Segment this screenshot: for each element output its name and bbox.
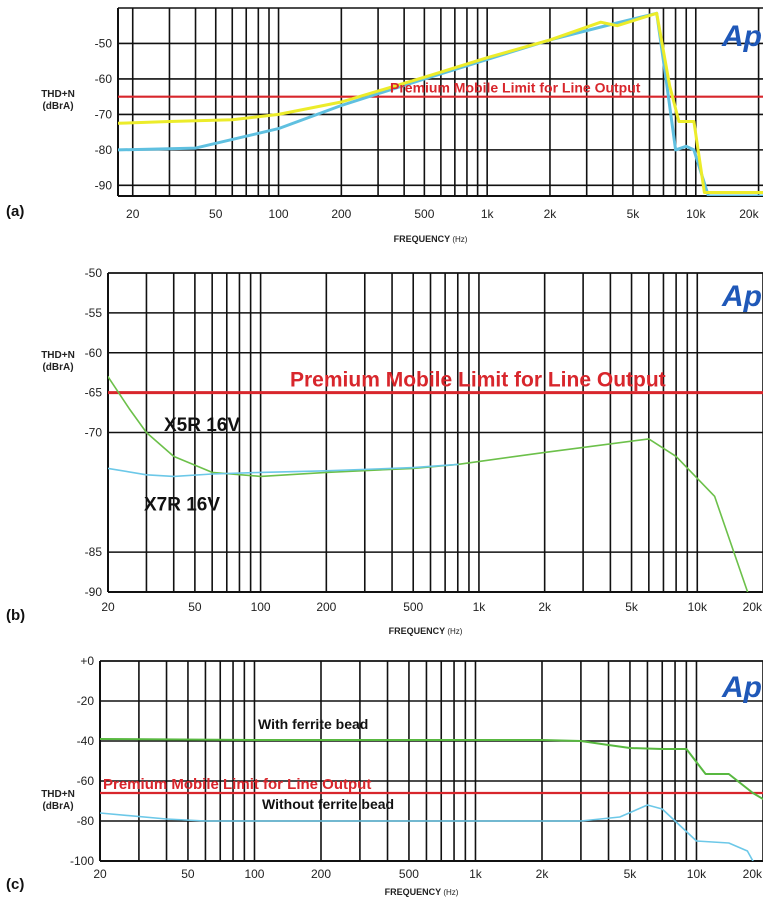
limit-label: Premium Mobile Limit for Line Output [290,369,666,392]
x-tick-label: 200 [316,600,336,614]
y-axis-title: THD+N [41,89,75,100]
x-tick-label: 200 [331,207,351,221]
ap-logo: Ap [721,280,762,313]
x-axis-title: FREQUENCY (Hz) [389,626,463,636]
ap-logo: Ap [721,20,762,53]
limit-label: Premium Mobile Limit for Line Output [390,80,641,96]
y-tick-label: -100 [70,854,94,868]
y-tick-label: -60 [85,346,103,360]
x-tick-label: 5k [625,600,639,614]
y-tick-label: -90 [95,178,113,192]
chart-panel-a: -50 -60 -70 -80 -90 20 50 100 200 500 1k 2k 5k 10k 20k… [6,7,763,244]
annotation-label: Without ferrite bead [262,796,394,812]
series-line-1 [100,738,763,800]
y-tick-label: -20 [77,694,95,708]
series-group [118,11,763,196]
ap-logo: Ap [721,671,762,704]
y-tick-label: -80 [95,143,113,157]
x-tick-label: 20k [739,207,759,221]
x-tick-label: 100 [269,207,289,221]
y-tick-label: -65 [85,386,103,400]
x-tick-label: 500 [403,600,423,614]
x-tick-label: 50 [181,867,195,881]
y-tick-label: -50 [95,36,113,50]
series-line-2 [118,11,763,194]
y-axis-unit: (dBrA) [42,801,73,812]
x-tick-label: 10k [686,207,706,221]
series-group [108,375,749,592]
y-tick-label: -40 [77,734,95,748]
x-axis-title-main: FREQUENCY [394,234,451,244]
x-tick-label: 10k [687,867,707,881]
y-tick-label: -70 [85,426,103,440]
x-axis-title-unit: (Hz) [445,627,463,636]
x-tick-label: 100 [251,600,271,614]
x-axis-title-main: FREQUENCY [389,626,446,636]
x-tick-label: 20k [743,867,763,881]
x-tick-label: 500 [414,207,434,221]
x-tick-label: 2k [536,867,550,881]
series-line-2 [108,463,459,478]
x-tick-label: 1k [481,207,495,221]
x-tick-label: 1k [469,867,483,881]
y-tick-label: -85 [85,545,103,559]
x-tick-label: 10k [688,600,708,614]
series-group [100,738,763,861]
y-tick-label: -50 [85,266,103,280]
x-tick-label: 5k [624,867,638,881]
y-tick-label: -80 [77,814,95,828]
annotation-label: With ferrite bead [258,716,368,732]
x-tick-label: 50 [209,207,223,221]
x-tick-label: 1k [473,600,487,614]
x-tick-label: 2k [538,600,552,614]
y-tick-label: +0 [80,654,94,668]
y-axis-title: THD+N [41,789,75,800]
annotation-label: X7R 16V [144,495,220,516]
x-tick-label: 100 [244,867,264,881]
x-tick-label: 20 [93,867,107,881]
y-axis-title: THD+N [41,350,75,361]
x-tick-label: 20 [126,207,140,221]
x-tick-label: 200 [311,867,331,881]
annotation-label: X5R 16V [164,415,240,436]
x-tick-label: 5k [627,207,641,221]
grid [118,8,763,196]
y-tick-label: -60 [95,72,113,86]
x-tick-label: 2k [544,207,558,221]
panel-label: (a) [6,203,24,220]
panel-label: (b) [6,607,25,624]
limit-label: Premium Mobile Limit for Line Output [103,776,371,793]
x-axis-title-unit: (Hz) [450,235,468,244]
x-axis-title: FREQUENCY (Hz) [394,234,468,244]
x-axis-title: FREQUENCY (Hz) [385,887,459,897]
y-tick-label: -60 [77,774,95,788]
x-tick-label: 50 [188,600,202,614]
series-line-2 [100,804,754,861]
y-tick-label: -55 [85,306,103,320]
y-axis-unit: (dBrA) [42,362,73,373]
x-axis-title-main: FREQUENCY [385,887,442,897]
x-tick-label: 20 [101,600,115,614]
x-axis-title-unit: (Hz) [441,888,459,897]
grid [99,660,763,862]
panel-label: (c) [6,876,24,893]
x-tick-label: 500 [399,867,419,881]
y-tick-label: -90 [85,585,103,599]
y-tick-label: -70 [95,107,113,121]
y-axis-unit: (dBrA) [42,101,73,112]
x-tick-label: 20k [743,600,763,614]
series-line-1 [108,375,749,592]
